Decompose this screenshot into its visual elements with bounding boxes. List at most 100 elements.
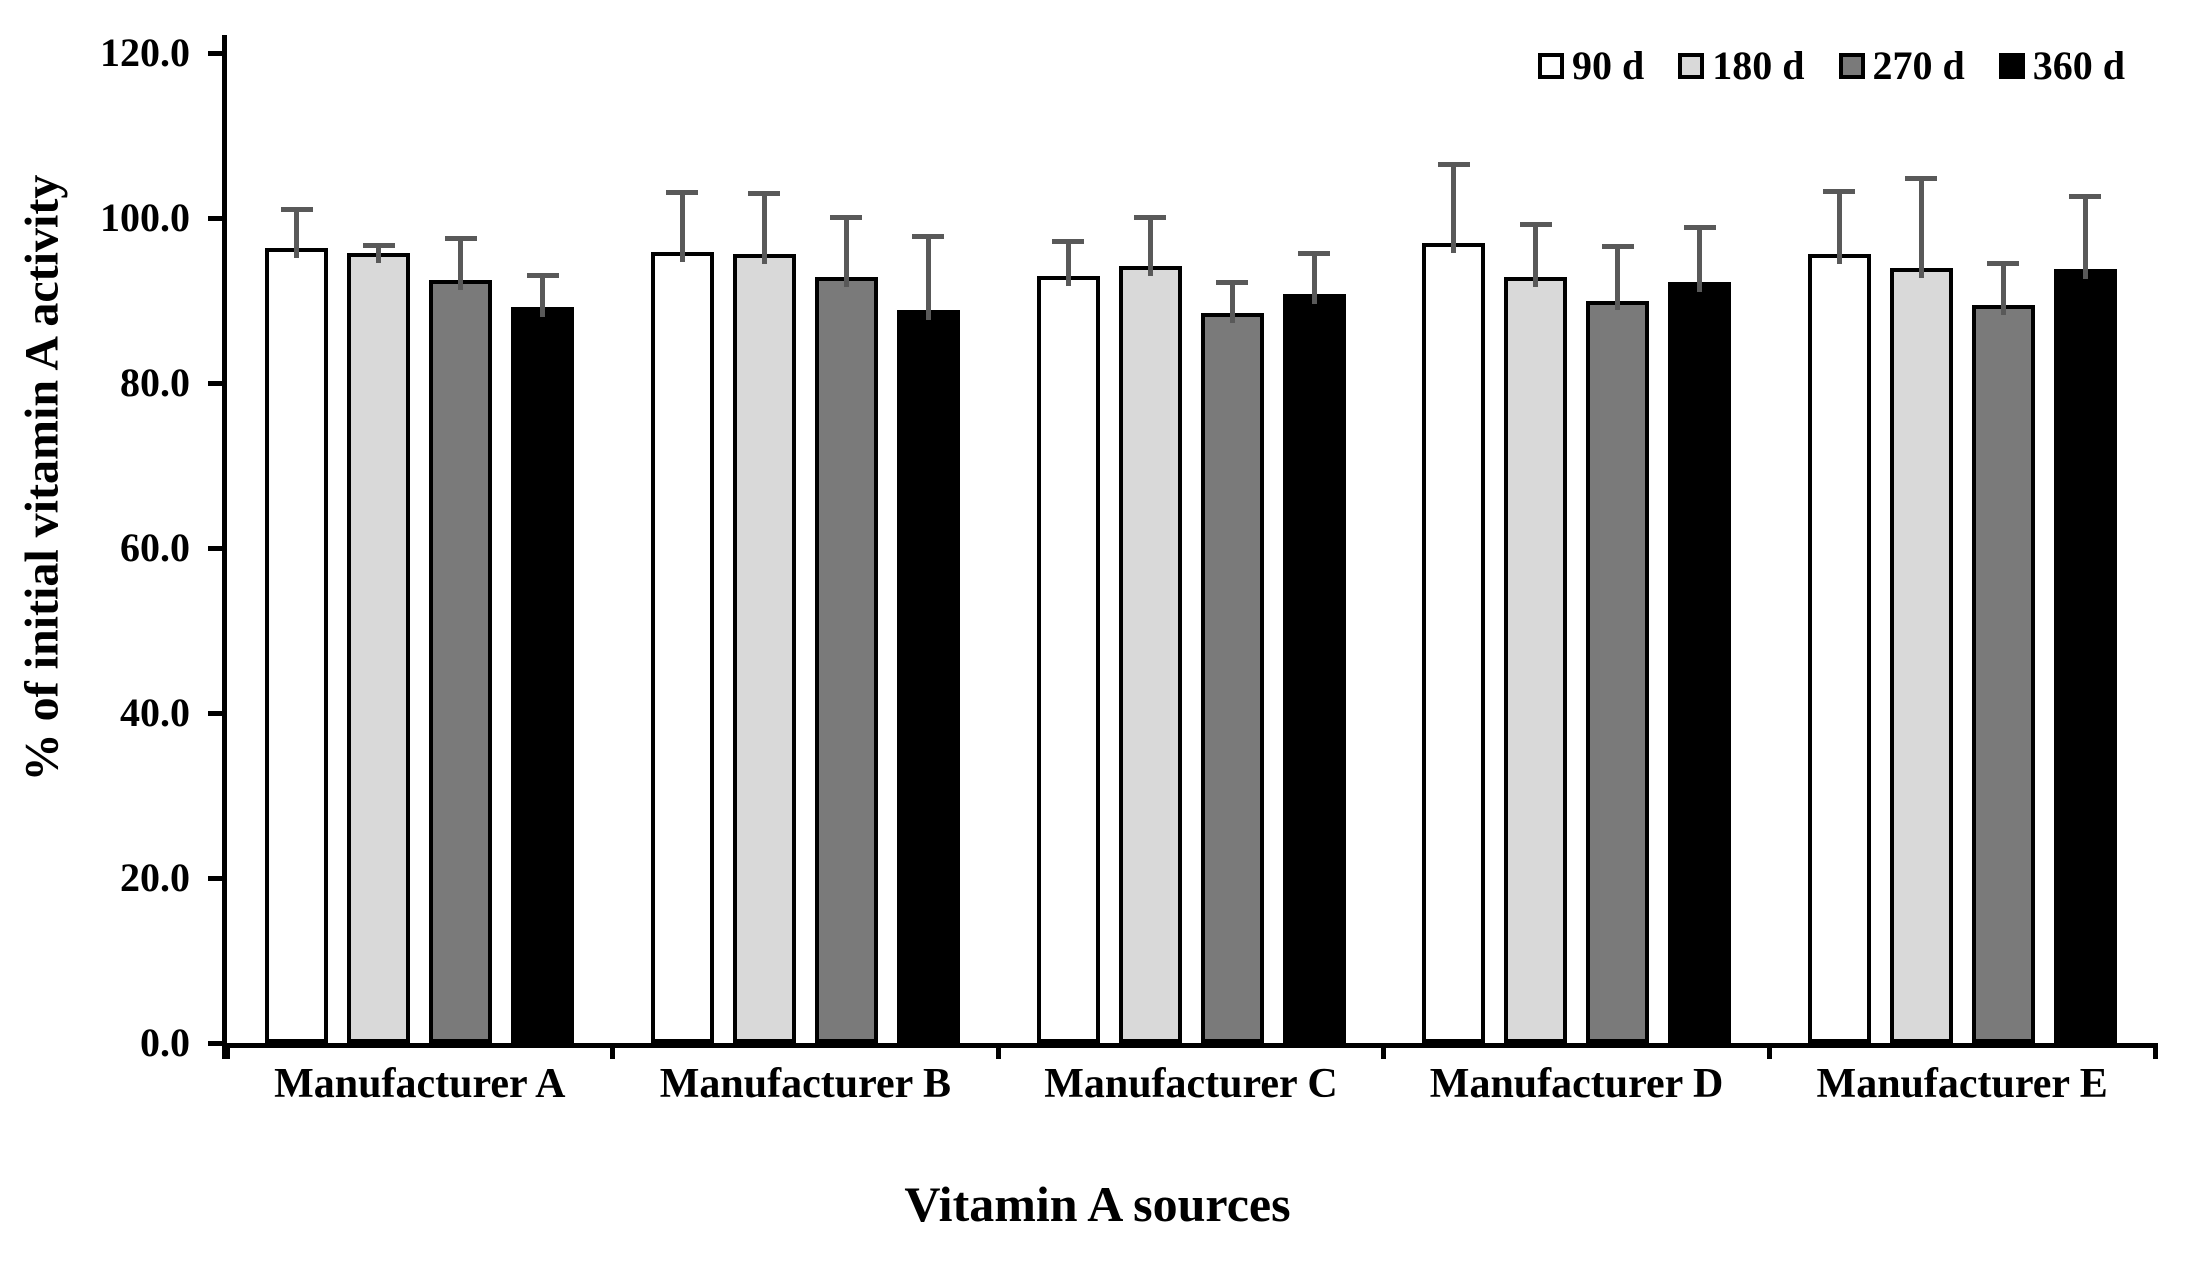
legend-item-180d: 180 d bbox=[1678, 42, 1805, 89]
error-bar-cap bbox=[1905, 176, 1938, 182]
bar-90d-Manufacturer-E bbox=[1807, 254, 1871, 1043]
error-bar-cap bbox=[1519, 221, 1552, 227]
error-bar-stem bbox=[925, 236, 931, 320]
y-tick-label: 20.0 bbox=[120, 855, 190, 900]
y-tick-label: 60.0 bbox=[120, 525, 190, 570]
error-bar-cap bbox=[1298, 251, 1330, 257]
y-axis-tick bbox=[208, 711, 227, 716]
error-bar-cap bbox=[1216, 280, 1248, 286]
error-bar-stem bbox=[294, 208, 300, 258]
error-bar-cap bbox=[1601, 244, 1634, 250]
error-bar-stem bbox=[1229, 282, 1235, 323]
x-axis-tick bbox=[610, 1043, 616, 1059]
bar-90d-Manufacturer-C bbox=[1036, 275, 1100, 1043]
error-bar-cap bbox=[1987, 260, 2020, 266]
error-bar-cap bbox=[1052, 239, 1084, 245]
y-axis-tick bbox=[208, 1041, 227, 1046]
x-category-label: Manufacturer E bbox=[1816, 1061, 2108, 1107]
legend-swatch-icon bbox=[1838, 52, 1865, 79]
x-category-label: Manufacturer C bbox=[1044, 1061, 1338, 1107]
error-bar-cap bbox=[444, 235, 477, 241]
x-category-label: Manufacturer B bbox=[659, 1061, 952, 1107]
error-bar-stem bbox=[1065, 241, 1071, 286]
error-bar-stem bbox=[458, 237, 464, 290]
error-bar-cap bbox=[666, 189, 699, 195]
bar-180d-Manufacturer-B bbox=[732, 254, 796, 1043]
y-tick-label: 100.0 bbox=[100, 195, 190, 240]
error-bar-stem bbox=[1615, 246, 1621, 311]
y-axis-tick bbox=[208, 381, 227, 386]
error-bar-stem bbox=[679, 191, 685, 262]
legend-item-90d: 90 d bbox=[1538, 42, 1644, 89]
error-bar-stem bbox=[1918, 178, 1924, 279]
y-axis-tick bbox=[208, 546, 227, 551]
error-bar-stem bbox=[1311, 253, 1317, 304]
x-axis-tick bbox=[1381, 1043, 1387, 1059]
error-bar-stem bbox=[540, 274, 546, 318]
x-axis-line bbox=[222, 1043, 2155, 1048]
error-bar-cap bbox=[1683, 225, 1716, 231]
bar-360d-Manufacturer-A bbox=[511, 307, 575, 1043]
x-axis-tick bbox=[224, 1043, 230, 1059]
bar-180d-Manufacturer-A bbox=[347, 252, 411, 1043]
legend-swatch-icon bbox=[1998, 52, 2025, 79]
legend: 90 d 180 d 270 d 360 d bbox=[1538, 42, 2125, 89]
y-axis-tick bbox=[208, 51, 227, 56]
x-axis-tick bbox=[1766, 1043, 1772, 1059]
legend-item-360d: 360 d bbox=[1998, 42, 2125, 89]
error-bar-stem bbox=[1533, 223, 1539, 287]
legend-label: 180 d bbox=[1712, 43, 1805, 88]
error-bar-cap bbox=[526, 272, 559, 278]
bar-360d-Manufacturer-C bbox=[1282, 293, 1346, 1043]
bar-180d-Manufacturer-D bbox=[1504, 276, 1568, 1043]
error-bar-stem bbox=[761, 193, 767, 265]
bar-360d-Manufacturer-E bbox=[2053, 269, 2117, 1043]
bar-270d-Manufacturer-C bbox=[1200, 312, 1264, 1043]
y-axis-tick bbox=[208, 876, 227, 881]
x-axis-title: Vitamin A sources bbox=[904, 1176, 1291, 1232]
x-category-label: Manufacturer D bbox=[1429, 1061, 1724, 1107]
bar-90d-Manufacturer-D bbox=[1422, 242, 1486, 1043]
error-bar-cap bbox=[830, 215, 863, 221]
bar-270d-Manufacturer-B bbox=[814, 276, 878, 1043]
legend-swatch-icon bbox=[1678, 52, 1705, 79]
error-bar-cap bbox=[2069, 193, 2102, 199]
bar-90d-Manufacturer-B bbox=[650, 251, 714, 1043]
error-bar-cap bbox=[1134, 215, 1166, 221]
y-axis-title: % of initial vitamin A activity bbox=[15, 174, 69, 782]
bar-180d-Manufacturer-E bbox=[1889, 268, 1953, 1043]
error-bar-stem bbox=[1147, 217, 1153, 276]
legend-item-270d: 270 d bbox=[1838, 42, 1965, 89]
legend-swatch-icon bbox=[1538, 52, 1564, 79]
legend-label: 360 d bbox=[2032, 43, 2125, 88]
y-tick-label: 40.0 bbox=[120, 690, 190, 735]
bar-180d-Manufacturer-C bbox=[1118, 265, 1182, 1043]
error-bar-stem bbox=[1697, 227, 1703, 292]
error-bar-cap bbox=[362, 243, 395, 249]
x-axis-tick bbox=[995, 1043, 1001, 1059]
x-axis-tick bbox=[2152, 1043, 2158, 1059]
y-axis-tick bbox=[208, 216, 227, 221]
error-bar-cap bbox=[280, 206, 313, 212]
error-bar-cap bbox=[912, 234, 945, 240]
bar-270d-Manufacturer-A bbox=[429, 279, 493, 1043]
bar-90d-Manufacturer-A bbox=[265, 247, 329, 1043]
error-bar-stem bbox=[843, 217, 849, 287]
y-tick-label: 0.0 bbox=[140, 1020, 190, 1065]
error-bar-stem bbox=[2082, 195, 2088, 280]
y-tick-label: 120.0 bbox=[100, 30, 190, 75]
bar-360d-Manufacturer-B bbox=[896, 309, 960, 1043]
error-bar-stem bbox=[1836, 190, 1842, 265]
error-bar-stem bbox=[2000, 262, 2006, 315]
bar-270d-Manufacturer-D bbox=[1586, 300, 1650, 1043]
error-bar-stem bbox=[1451, 163, 1457, 253]
error-bar-stem bbox=[376, 245, 382, 263]
legend-label: 270 d bbox=[1872, 43, 1965, 88]
bar-270d-Manufacturer-E bbox=[1971, 304, 2035, 1043]
error-bar-cap bbox=[1823, 188, 1856, 194]
legend-label: 90 d bbox=[1572, 43, 1645, 88]
error-bar-cap bbox=[1437, 161, 1470, 167]
error-bar-cap bbox=[748, 191, 781, 197]
y-tick-label: 80.0 bbox=[120, 360, 190, 405]
